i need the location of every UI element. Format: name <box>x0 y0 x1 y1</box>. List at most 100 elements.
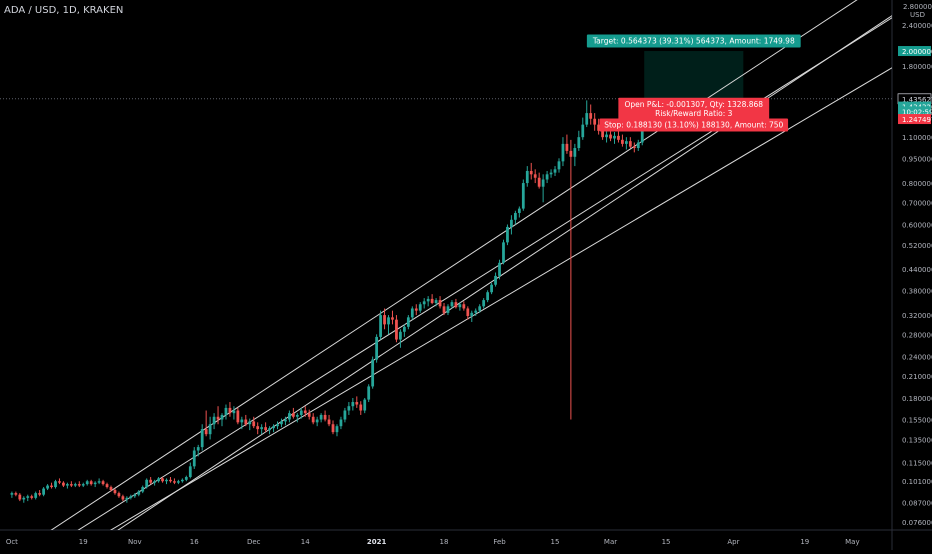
candle-body <box>597 124 601 131</box>
candle-body <box>410 308 414 318</box>
candle-body <box>129 496 133 498</box>
candle-body <box>42 488 45 495</box>
y-tick-label: 0.076000 <box>902 519 932 527</box>
candle-body <box>541 179 545 187</box>
candle-body <box>454 302 458 308</box>
candle-body <box>232 410 236 414</box>
candle-body <box>438 300 442 307</box>
candle-body <box>85 481 89 485</box>
candle-body <box>343 410 347 420</box>
candle-body <box>311 416 315 423</box>
candle-body <box>224 407 228 415</box>
target-zone <box>644 51 744 99</box>
candle-body <box>101 481 105 485</box>
candle-body <box>117 493 121 497</box>
candle-body <box>141 487 145 492</box>
candle-body <box>422 301 426 305</box>
price-tag-label: 10:02:59 <box>902 108 932 116</box>
candle-body <box>89 481 93 485</box>
candle-body <box>97 481 101 483</box>
x-tick-label: Feb <box>493 538 506 546</box>
candle-body <box>280 421 283 425</box>
candle-body <box>73 484 77 486</box>
x-tick-label: 16 <box>190 538 199 546</box>
candle-body <box>553 169 557 173</box>
candle-body <box>450 302 454 307</box>
candle-body <box>379 315 382 337</box>
candle-body <box>474 310 478 313</box>
candle-body <box>10 493 14 495</box>
candle-body <box>375 336 379 360</box>
candle-body <box>498 262 501 276</box>
candle-body <box>624 141 628 144</box>
candle-body <box>573 148 577 157</box>
candle-body <box>434 300 438 303</box>
pnl-label: Open P&L: -0.001307, Qty: 1328.868 <box>624 100 763 109</box>
candle-body <box>478 306 482 311</box>
candle-body <box>569 150 573 157</box>
candle-body <box>30 496 34 498</box>
candle-body <box>121 496 125 500</box>
candle-body <box>173 481 176 483</box>
candle-body <box>220 414 224 420</box>
x-tick-label: May <box>845 538 859 546</box>
candle-body <box>288 413 291 420</box>
candle-body <box>605 134 608 138</box>
target-label-box <box>586 34 801 48</box>
candle-body <box>46 485 49 489</box>
candle-body <box>18 494 22 500</box>
candle-body <box>426 298 430 302</box>
candle-body <box>462 304 466 309</box>
pnl-label: Risk/Reward Ratio: 3 <box>655 109 733 118</box>
candle-body <box>291 413 295 417</box>
candle-body <box>236 410 240 423</box>
candle-body <box>383 315 386 325</box>
candle-body <box>636 142 640 149</box>
candle-body <box>81 484 85 486</box>
candle-body <box>93 482 97 485</box>
candle-body <box>137 491 141 495</box>
x-tick-label: Dec <box>247 538 261 546</box>
x-tick-label: Oct <box>6 538 18 546</box>
candle-body <box>323 414 327 420</box>
candle-body <box>319 414 323 420</box>
candle-body <box>268 428 271 431</box>
x-tick-label: 2021 <box>367 538 387 546</box>
stop-label-box <box>599 118 789 132</box>
y-tick-label: 2.400000 <box>902 22 932 30</box>
candle-body <box>184 477 188 480</box>
chart-title: ADA / USD, 1D, KRAKEN <box>4 5 124 16</box>
channel-line-1[interactable] <box>0 0 908 550</box>
candle-body <box>565 143 569 151</box>
candle-body <box>339 419 343 427</box>
price-tag-label: 1.435627 <box>902 96 932 104</box>
stop-label: Stop: 0.188130 (13.10%) 188130, Amount: … <box>604 121 783 130</box>
candle-body <box>577 137 581 149</box>
candle-body <box>502 242 505 263</box>
channel-line-2[interactable] <box>4 8 908 550</box>
candle-body <box>430 298 434 303</box>
candle-body <box>391 317 394 320</box>
candle-body <box>14 493 18 495</box>
candle-body <box>640 122 644 143</box>
target-label: Target: 0.564373 (39.31%) 564373, Amount… <box>592 37 795 46</box>
candle-body <box>589 113 593 119</box>
candle-body <box>62 482 65 486</box>
candle-body <box>58 481 61 483</box>
candle-body <box>169 479 172 482</box>
candle-body <box>561 143 565 162</box>
candle-body <box>260 427 264 430</box>
candle-body <box>212 416 216 425</box>
candle-body <box>303 410 307 414</box>
candle-body <box>395 319 398 340</box>
pnl-label-box <box>618 97 770 120</box>
candle-body <box>105 484 109 488</box>
